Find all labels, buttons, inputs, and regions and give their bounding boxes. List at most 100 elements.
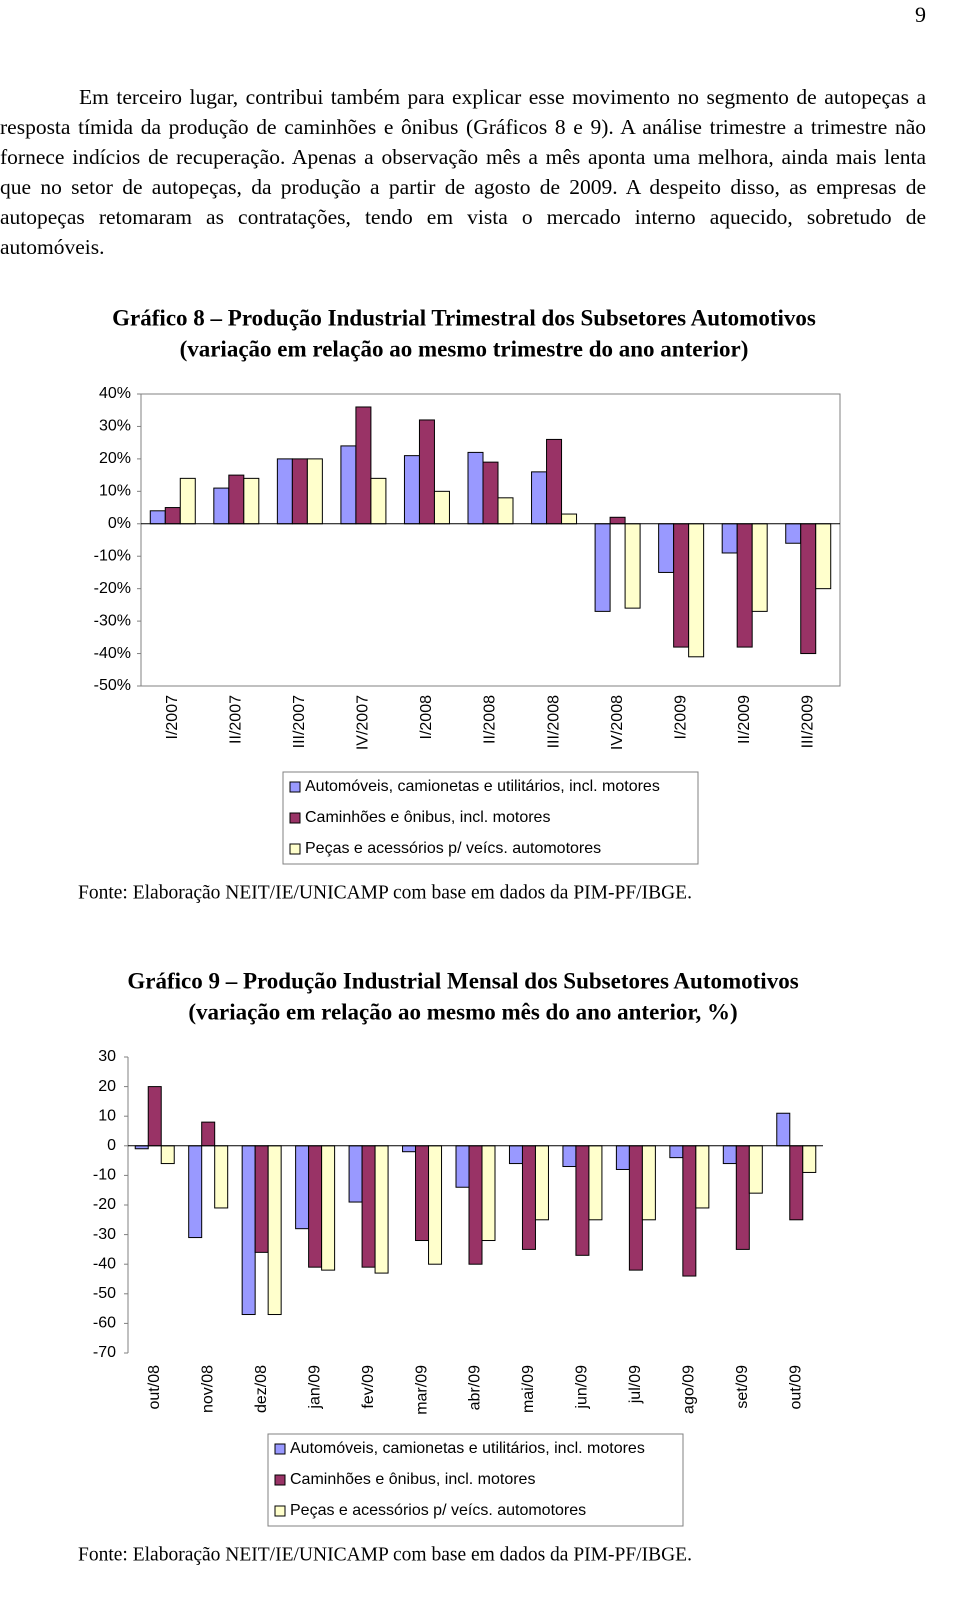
bar bbox=[615, 1145, 630, 1170]
bar bbox=[241, 1145, 256, 1316]
bar bbox=[402, 1145, 417, 1153]
bar bbox=[748, 1145, 763, 1194]
x-tick-label: IV/2008 bbox=[609, 695, 626, 750]
bar bbox=[455, 1145, 470, 1188]
y-tick-label: -50 bbox=[93, 1285, 116, 1302]
bar bbox=[641, 1145, 656, 1221]
bar bbox=[658, 523, 675, 573]
bar bbox=[355, 406, 372, 525]
bar bbox=[776, 1112, 791, 1147]
bar bbox=[306, 458, 323, 525]
x-tick-label: IV/2007 bbox=[355, 695, 372, 750]
legend-swatch bbox=[289, 843, 301, 855]
bar bbox=[673, 523, 690, 648]
y-tick-label: 0% bbox=[108, 515, 131, 532]
bar bbox=[164, 507, 181, 525]
x-tick-label: III/2009 bbox=[799, 695, 816, 748]
bar bbox=[481, 1145, 496, 1242]
bar bbox=[340, 445, 357, 525]
bar bbox=[243, 477, 260, 525]
bar bbox=[751, 523, 768, 612]
bar bbox=[721, 523, 738, 554]
bar bbox=[802, 1145, 817, 1173]
bar bbox=[482, 461, 499, 525]
chart-source: Fonte: Elaboração NEIT/IE/UNICAMP com ba… bbox=[78, 1544, 692, 1565]
x-tick-label: jan/09 bbox=[306, 1365, 323, 1410]
y-tick-label: 10% bbox=[99, 483, 131, 500]
bar bbox=[267, 1145, 282, 1316]
legend-label: Peças e acessórios p/ veícs. automotores bbox=[290, 1502, 586, 1519]
x-tick-label: III/2008 bbox=[545, 695, 562, 748]
bar bbox=[575, 1145, 590, 1256]
x-tick-label: I/2009 bbox=[672, 695, 689, 740]
x-tick-label: mar/09 bbox=[413, 1365, 430, 1415]
chart-subtitle: (variação em relação ao mesmo trimestre … bbox=[180, 336, 749, 361]
x-tick-label: out/08 bbox=[146, 1365, 163, 1410]
x-tick-label: I/2008 bbox=[418, 695, 435, 740]
bar bbox=[179, 477, 196, 525]
bar bbox=[594, 523, 611, 612]
bar bbox=[348, 1145, 363, 1203]
y-tick-label: -40 bbox=[93, 1255, 116, 1272]
bar bbox=[562, 1145, 577, 1168]
chart-title: Gráfico 9 – Produção Industrial Mensal d… bbox=[127, 968, 798, 993]
bar bbox=[508, 1145, 523, 1165]
legend-box bbox=[267, 1433, 684, 1527]
bar bbox=[735, 1145, 750, 1250]
legend-label: Automóveis, camionetas e utilitários, in… bbox=[290, 1440, 645, 1457]
x-tick-label: set/09 bbox=[734, 1365, 751, 1409]
bar bbox=[669, 1145, 684, 1159]
bar bbox=[561, 513, 578, 525]
bar bbox=[688, 523, 705, 658]
legend-box bbox=[282, 771, 699, 865]
y-tick-label: -60 bbox=[93, 1315, 116, 1332]
y-tick-label: -10 bbox=[93, 1167, 116, 1184]
bar bbox=[321, 1145, 336, 1271]
page-number: 9 bbox=[915, 2, 926, 27]
x-tick-label: nov/08 bbox=[199, 1365, 216, 1413]
y-tick-label: 40% bbox=[99, 385, 131, 402]
bar bbox=[160, 1145, 175, 1165]
bar bbox=[308, 1145, 323, 1268]
x-tick-label: I/2007 bbox=[164, 695, 181, 740]
bar bbox=[374, 1145, 389, 1274]
bar bbox=[228, 474, 245, 525]
bar bbox=[695, 1145, 710, 1209]
bar bbox=[418, 419, 435, 525]
bar bbox=[588, 1145, 603, 1221]
legend-label: Peças e acessórios p/ veícs. automotores bbox=[305, 840, 601, 857]
bar bbox=[254, 1145, 269, 1253]
bar bbox=[800, 523, 817, 655]
bar bbox=[295, 1145, 310, 1230]
bar bbox=[534, 1145, 549, 1221]
x-tick-label: jul/09 bbox=[627, 1365, 644, 1404]
bar bbox=[497, 497, 514, 525]
bar bbox=[624, 523, 641, 609]
bar bbox=[370, 477, 387, 525]
x-tick-label: mai/09 bbox=[520, 1365, 537, 1413]
y-tick-label: 20 bbox=[98, 1078, 116, 1095]
legend-swatch bbox=[274, 1474, 286, 1486]
bar bbox=[546, 438, 563, 525]
x-tick-label: II/2008 bbox=[482, 695, 499, 744]
y-tick-label: -70 bbox=[93, 1344, 116, 1361]
y-tick-label: -20 bbox=[93, 1196, 116, 1213]
legend-swatch bbox=[274, 1505, 286, 1517]
x-tick-label: fev/09 bbox=[360, 1365, 377, 1409]
y-tick-label: -10% bbox=[94, 547, 131, 564]
bar bbox=[403, 455, 420, 525]
y-tick-label: -20% bbox=[94, 580, 131, 597]
bar bbox=[628, 1145, 643, 1271]
x-tick-label: jun/09 bbox=[574, 1365, 591, 1410]
y-tick-label: 0 bbox=[107, 1137, 116, 1154]
bar bbox=[149, 510, 166, 525]
bar bbox=[789, 1145, 804, 1221]
bar bbox=[415, 1145, 430, 1242]
bar bbox=[201, 1121, 216, 1147]
bar bbox=[521, 1145, 536, 1250]
x-tick-label: III/2007 bbox=[291, 695, 308, 748]
y-tick-label: 30 bbox=[98, 1048, 116, 1065]
bar bbox=[785, 523, 802, 544]
